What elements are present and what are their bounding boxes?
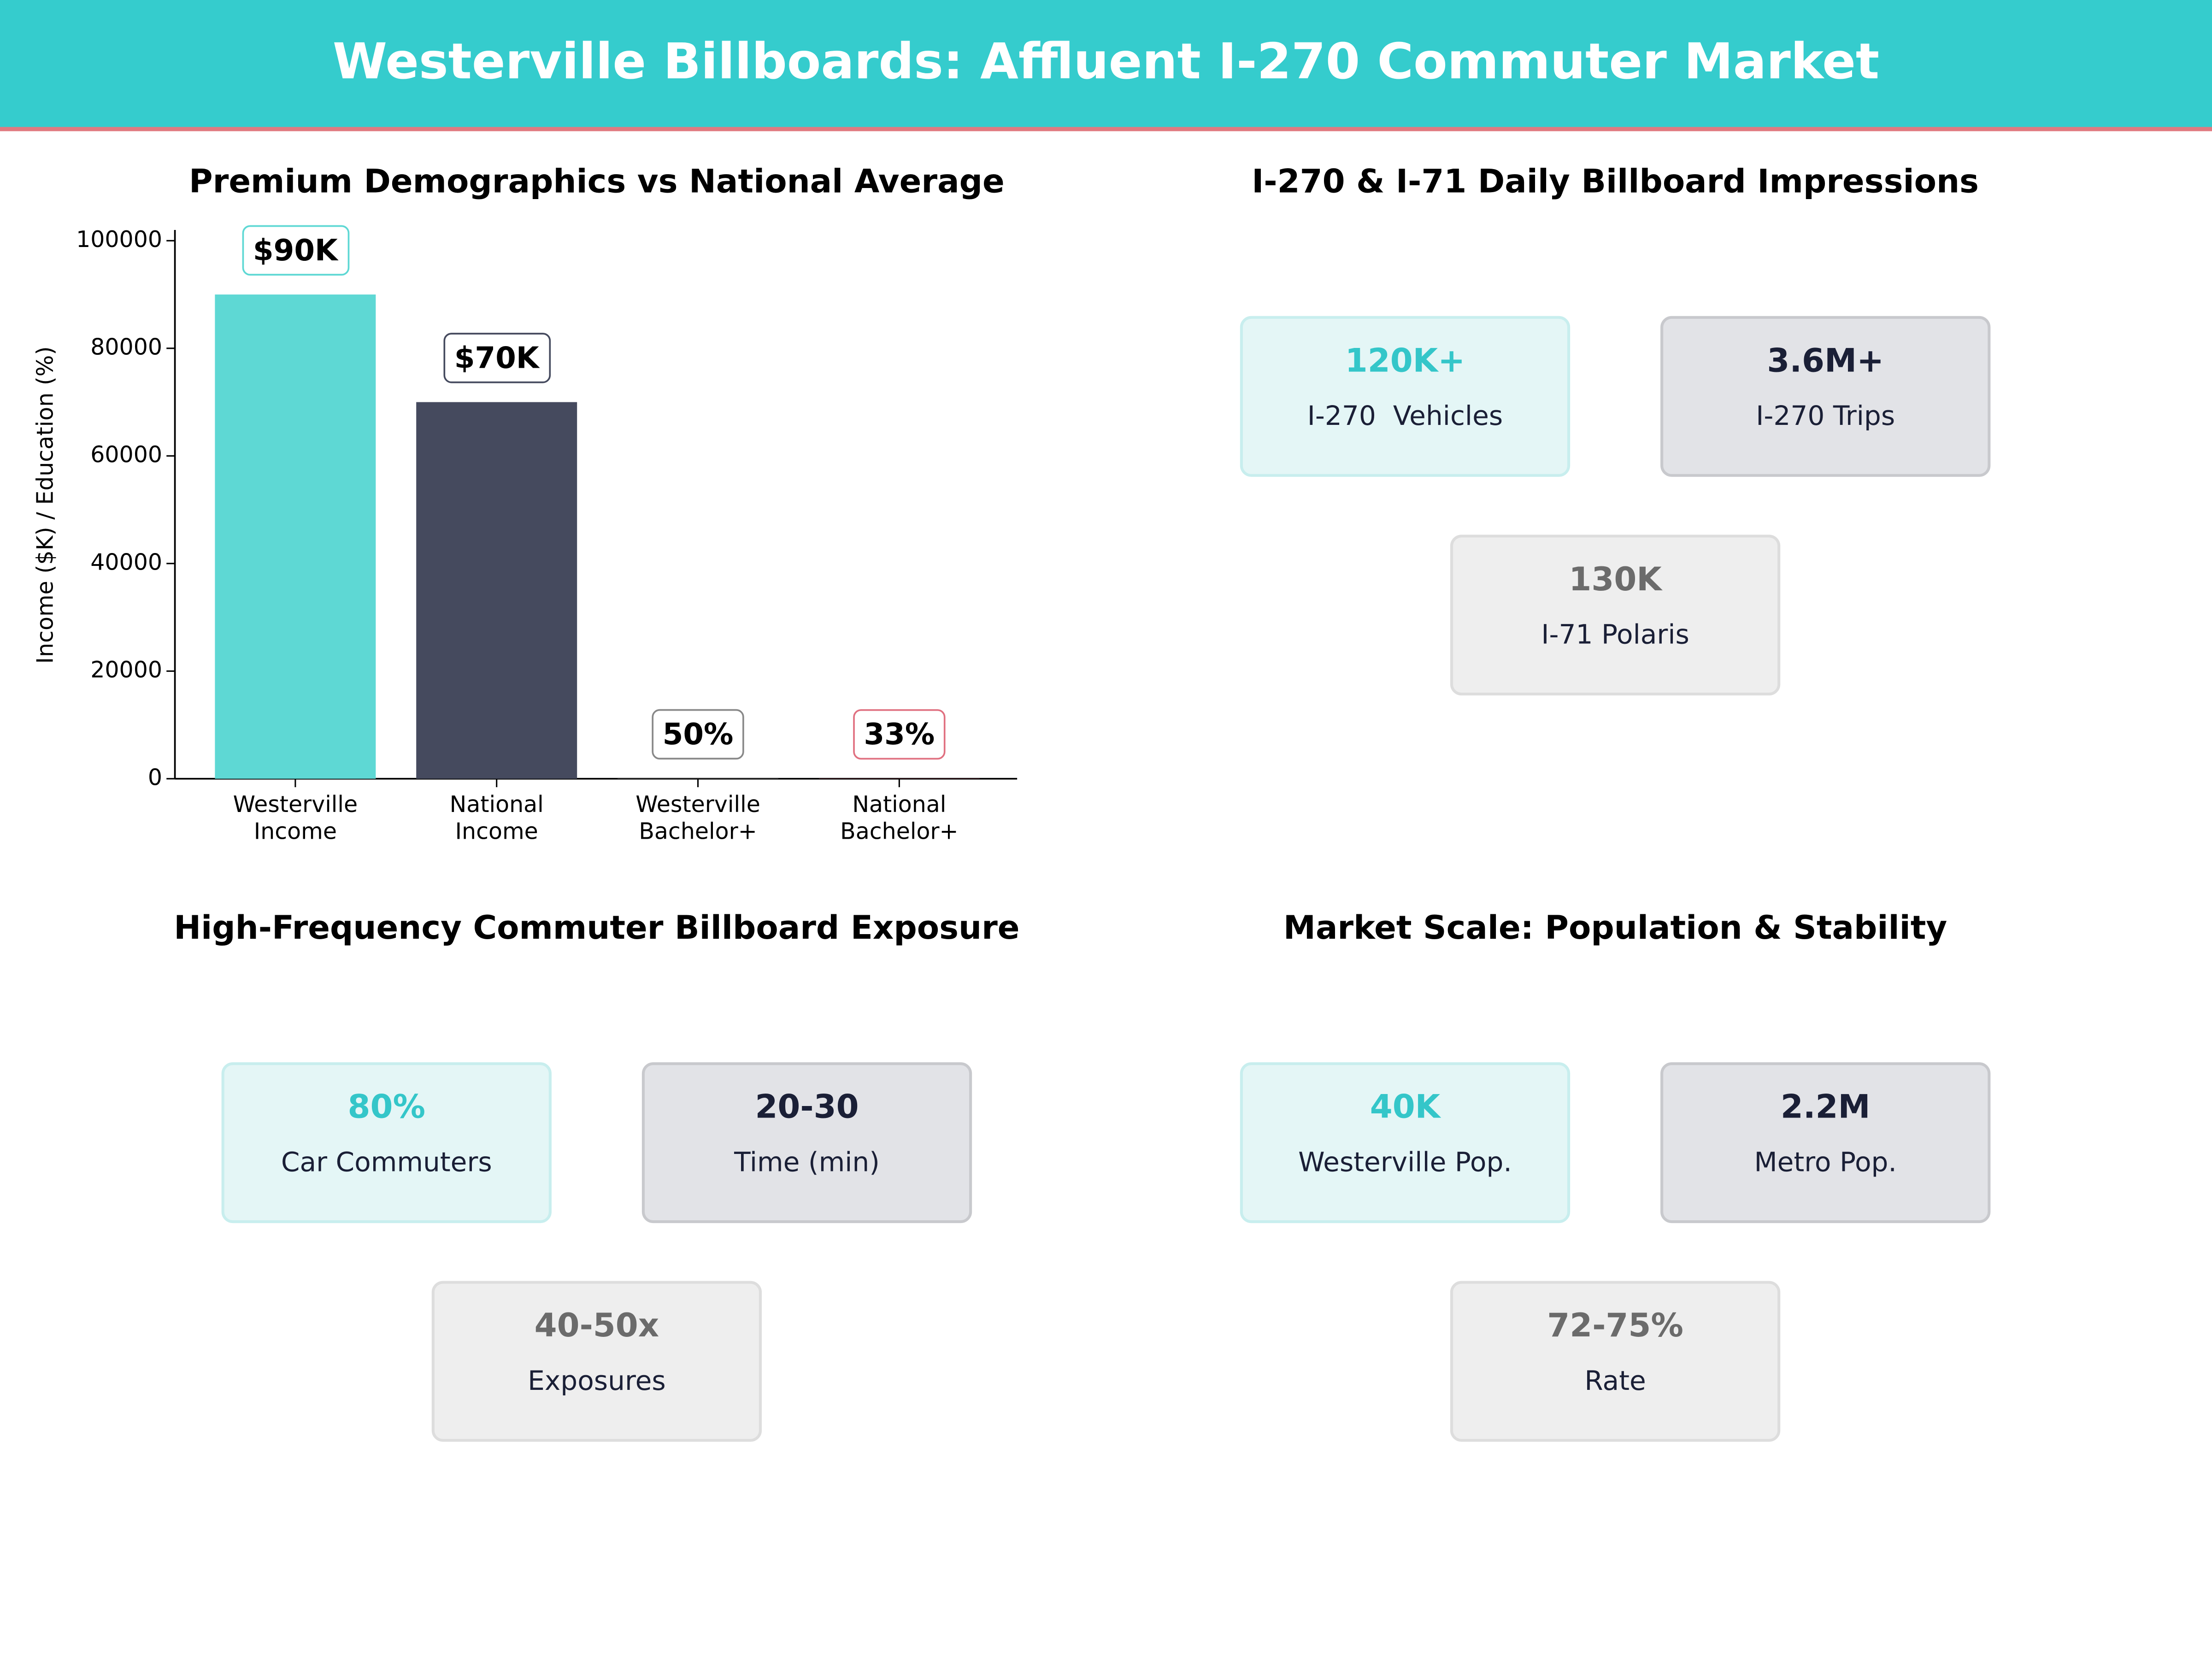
stat-card	[1240, 316, 1571, 477]
header-rule	[0, 127, 2212, 131]
value-label: 50%	[663, 717, 734, 752]
value-label-box	[652, 709, 744, 760]
stat-label: Time (min)	[734, 1147, 880, 1178]
y-tick-label: 0	[148, 764, 162, 790]
header-bar	[0, 0, 2212, 127]
value-label: 33%	[864, 717, 935, 752]
value-label: $90K	[253, 233, 339, 268]
stat-label: Metro Pop.	[1754, 1147, 1896, 1178]
stat-value: 2.2M	[1781, 1088, 1871, 1126]
value-label-box	[443, 333, 551, 383]
stat-card	[1660, 316, 1991, 477]
bar	[416, 402, 577, 779]
stat-card	[1450, 535, 1781, 696]
stat-label: Rate	[1584, 1365, 1646, 1396]
stat-label: I-270 Vehicles	[1307, 400, 1503, 431]
bar	[618, 778, 779, 779]
stat-value: 80%	[348, 1088, 425, 1126]
stat-value: 130K	[1569, 560, 1663, 598]
chart-title: Premium Demographics vs National Average	[189, 162, 1005, 200]
header-title: Westerville Billboards: Affluent I-270 C…	[333, 33, 1879, 90]
x-tick-label: National Income	[450, 791, 544, 844]
y-tick-label: 60000	[90, 441, 162, 468]
value-label: $70K	[454, 341, 540, 375]
bar	[215, 294, 376, 779]
value-label-box	[853, 709, 946, 760]
y-tick-label: 40000	[90, 549, 162, 575]
y-tick-label: 80000	[90, 334, 162, 360]
stat-card	[431, 1281, 762, 1442]
x-tick-label: Westerville Income	[233, 791, 358, 844]
stat-value: 72-75%	[1547, 1306, 1683, 1344]
x-tick-label: Westerville Bachelor+	[635, 791, 760, 844]
stat-label: Exposures	[528, 1365, 666, 1396]
stat-label: Westerville Pop.	[1298, 1147, 1512, 1178]
x-tick-label: National Bachelor+	[840, 791, 958, 844]
y-tick-label: 20000	[90, 657, 162, 683]
panel-title: Market Scale: Population & Stability	[1283, 909, 1947, 947]
stat-card	[1450, 1281, 1781, 1442]
stat-card	[1660, 1062, 1991, 1224]
stat-value: 20-30	[755, 1088, 859, 1126]
panel-title: High-Frequency Commuter Billboard Exposu…	[174, 909, 1019, 947]
y-axis-label: Income ($K) / Education (%)	[32, 346, 59, 664]
stat-card	[1240, 1062, 1571, 1224]
stat-card	[641, 1062, 972, 1224]
stat-label: I-71 Polaris	[1541, 619, 1689, 650]
stat-value: 3.6M+	[1767, 341, 1884, 379]
stat-card	[221, 1062, 552, 1224]
stat-label: I-270 Trips	[1756, 400, 1895, 431]
stat-value: 40-50x	[535, 1306, 659, 1344]
y-tick-label: 100000	[76, 226, 162, 253]
value-label-box	[242, 225, 350, 276]
stat-value: 120K+	[1345, 341, 1465, 379]
panel-title: I-270 & I-71 Daily Billboard Impressions	[1252, 162, 1979, 200]
stat-label: Car Commuters	[281, 1147, 492, 1178]
stat-value: 40K	[1370, 1088, 1441, 1126]
